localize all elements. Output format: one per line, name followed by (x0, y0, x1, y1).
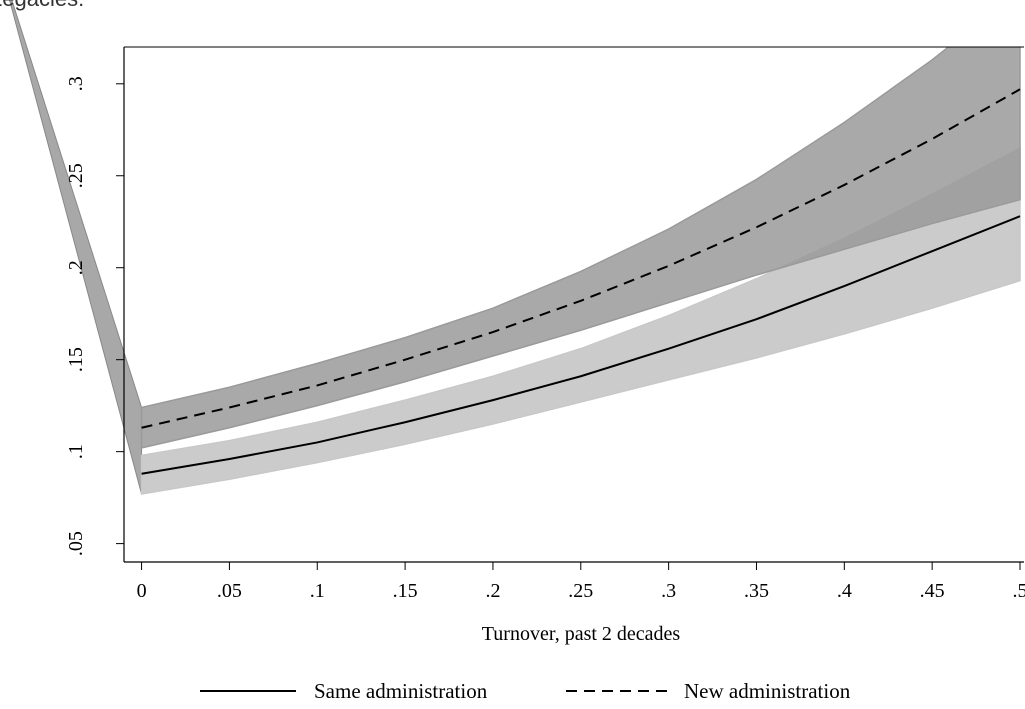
y-tick-label: .3 (65, 76, 87, 91)
y-tick-label: .05 (65, 531, 87, 556)
x-tick-label: .35 (744, 580, 769, 602)
legend-label-1: Same administration (314, 679, 488, 703)
y-tick-label: .2 (65, 260, 87, 275)
series-line-2 (141, 88, 1021, 429)
x-tick-label: .25 (568, 580, 593, 602)
legend-label-2: New administration (684, 679, 851, 703)
edge-artifact-polygon (9, 0, 143, 495)
edge-artifact-band (9, 0, 143, 495)
series-line-1 (141, 215, 1021, 475)
x-tick-label: .1 (310, 580, 325, 602)
x-axis-ticks: 0 .05 .1 .15 .2 .25 .3 .35 .4 .45 .5 (137, 562, 1025, 602)
y-tick-label: .25 (65, 163, 87, 188)
y-axis-ticks: .05 .1 .15 .2 .25 .3 (65, 76, 124, 556)
x-tick-label: .05 (217, 580, 242, 602)
x-tick-label: .5 (1013, 580, 1025, 602)
x-axis-title: Turnover, past 2 decades (482, 623, 681, 645)
x-tick-label: .45 (920, 580, 945, 602)
x-tick-label: .3 (661, 580, 676, 602)
series-lines (141, 88, 1021, 475)
legend: Same administration New administration (200, 679, 851, 703)
chart-title: Legacies: (0, 0, 84, 11)
axes (123, 46, 1024, 563)
x-tick-label: .2 (485, 580, 500, 602)
x-tick-label: 0 (137, 580, 147, 602)
y-tick-label: .1 (65, 444, 87, 459)
x-tick-label: .15 (393, 580, 418, 602)
confidence-bands (140, 47, 1021, 495)
x-tick-label: .4 (837, 580, 852, 602)
y-tick-label: .15 (65, 347, 87, 372)
